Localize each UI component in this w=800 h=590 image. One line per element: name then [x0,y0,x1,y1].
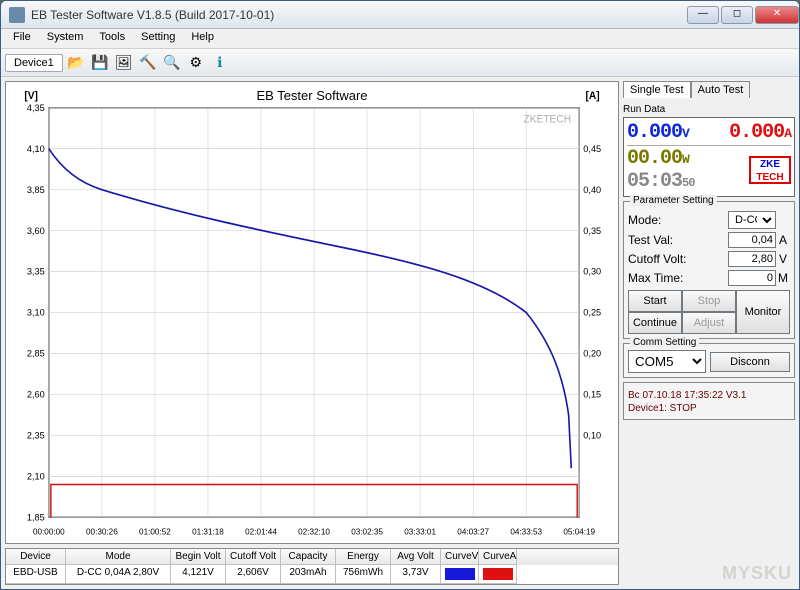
maxtime-label: Max Time: [628,271,728,285]
svg-text:0,45: 0,45 [583,143,601,154]
image-icon[interactable]: 🖼 [113,52,135,74]
app-icon [9,7,25,23]
lcd-display: 0.000V 0.000A 00.00W 05:0350 ZKETECH [623,117,795,197]
menubar: File System Tools Setting Help [1,29,799,49]
svg-text:2,60: 2,60 [27,388,45,399]
svg-text:1,85: 1,85 [27,511,45,522]
svg-text:02:32:10: 02:32:10 [298,526,330,536]
svg-text:01:00:52: 01:00:52 [139,526,171,536]
svg-text:2,85: 2,85 [27,347,45,358]
readout-time: 05:03 [627,170,682,193]
svg-text:3,60: 3,60 [27,225,45,236]
svg-text:3,35: 3,35 [27,266,45,277]
svg-text:00:30:26: 00:30:26 [86,526,118,536]
table-row: EBD-USBD-CC 0,04A 2,80V4,121V2,606V203mA… [6,565,618,584]
svg-text:2,10: 2,10 [27,470,45,481]
svg-text:3,10: 3,10 [27,306,45,317]
comm-panel: Comm Setting COM5 Disconn [623,343,795,378]
svg-text:02:01:44: 02:01:44 [245,526,277,536]
open-icon[interactable]: 📂 [65,52,87,74]
svg-text:0,35: 0,35 [583,225,601,236]
svg-text:04:03:27: 04:03:27 [457,526,489,536]
svg-text:0,40: 0,40 [583,184,601,195]
svg-text:00:00:00: 00:00:00 [33,526,65,536]
mode-label: Mode: [628,213,728,227]
maximize-button[interactable]: ◻ [721,6,753,24]
status-device: Device1: STOP [628,402,790,415]
readout-voltage: 0.000 [627,121,682,144]
tab-single-test[interactable]: Single Test [623,81,691,98]
svg-text:0,25: 0,25 [583,306,601,317]
testval-input[interactable] [728,232,776,248]
svg-text:0,30: 0,30 [583,266,601,277]
svg-text:ZKETECH: ZKETECH [524,115,572,126]
toolbar: Device1 📂 💾 🖼 🔨 🔍 ⚙ ℹ [1,49,799,77]
monitor-button[interactable]: Monitor [736,290,790,334]
tab-auto-test[interactable]: Auto Test [691,81,751,98]
svg-text:04:33:53: 04:33:53 [510,526,542,536]
gear-icon[interactable]: ⚙ [185,52,207,74]
discharge-chart: 4,354,103,853,603,353,102,852,602,352,10… [6,82,618,543]
adjust-button[interactable]: Adjust [682,312,736,334]
chart-area: 4,354,103,853,603,353,102,852,602,352,10… [5,81,619,544]
readout-current: 0.000 [729,121,784,144]
com-port-select[interactable]: COM5 [628,350,706,373]
close-button[interactable]: ✕ [755,6,799,24]
disconnect-button[interactable]: Disconn [710,352,790,372]
cutoff-input[interactable] [728,251,776,267]
results-table: DeviceModeBegin VoltCutoff VoltCapacityE… [5,548,619,585]
save-icon[interactable]: 💾 [89,52,111,74]
rundata-label: Run Data [623,104,795,115]
status-time: Bc 07.10.18 17:35:22 V3.1 [628,389,790,402]
info-icon[interactable]: ℹ [209,52,231,74]
menu-tools[interactable]: Tools [91,29,133,48]
svg-text:03:33:01: 03:33:01 [404,526,436,536]
testval-label: Test Val: [628,233,728,247]
tool-icon[interactable]: 🔨 [137,52,159,74]
start-button[interactable]: Start [628,290,682,312]
svg-text:0,10: 0,10 [583,429,601,440]
menu-system[interactable]: System [39,29,92,48]
maxtime-input[interactable] [728,270,776,286]
status-panel: Bc 07.10.18 17:35:22 V3.1 Device1: STOP [623,382,795,420]
svg-text:0,15: 0,15 [583,388,601,399]
svg-text:05:04:19: 05:04:19 [563,526,595,536]
svg-text:03:02:35: 03:02:35 [351,526,383,536]
titlebar: EB Tester Software V1.8.5 (Build 2017-10… [1,1,799,29]
stop-button[interactable]: Stop [682,290,736,312]
minimize-button[interactable]: — [687,6,719,24]
parameter-panel: Parameter Setting Mode: D-CC Test Val: A… [623,201,795,339]
device-tab[interactable]: Device1 [5,54,63,72]
svg-text:0,20: 0,20 [583,347,601,358]
app-window: EB Tester Software V1.8.5 (Build 2017-10… [0,0,800,590]
chart-title: EB Tester Software [6,86,618,105]
svg-text:2,35: 2,35 [27,429,45,440]
mode-select[interactable]: D-CC [728,211,776,229]
svg-text:4,10: 4,10 [27,143,45,154]
table-header: DeviceModeBegin VoltCutoff VoltCapacityE… [6,549,618,565]
menu-help[interactable]: Help [183,29,222,48]
menu-file[interactable]: File [5,29,39,48]
continue-button[interactable]: Continue [628,312,682,334]
zketech-logo: ZKETECH [749,156,791,184]
cutoff-label: Cutoff Volt: [628,252,728,266]
window-title: EB Tester Software V1.8.5 (Build 2017-10… [31,8,685,22]
search-icon[interactable]: 🔍 [161,52,183,74]
svg-text:3,85: 3,85 [27,184,45,195]
menu-setting[interactable]: Setting [133,29,183,48]
svg-text:01:31:18: 01:31:18 [192,526,224,536]
readout-power: 00.00 [627,147,682,170]
